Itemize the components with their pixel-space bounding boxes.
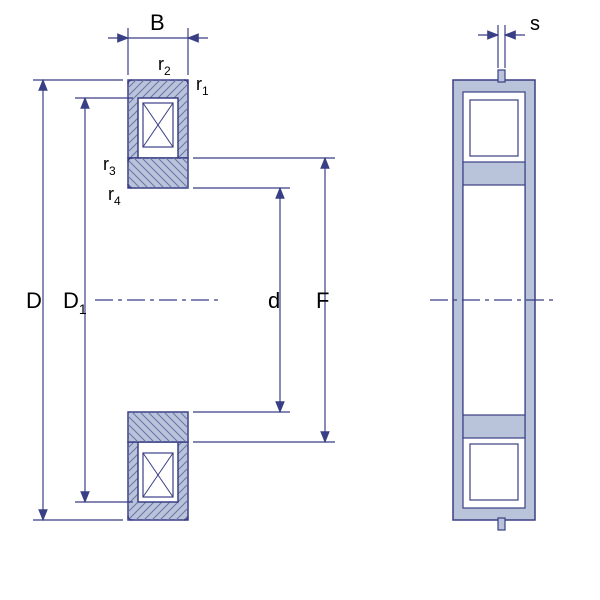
label-d: d [268, 288, 280, 313]
right-side-view [430, 70, 558, 530]
dimensions [33, 25, 525, 520]
left-cross-section [95, 80, 220, 520]
label-F: F [316, 288, 329, 313]
label-s: s [530, 13, 540, 35]
label-r2: r2 [158, 54, 171, 78]
snap-ring-top [498, 70, 505, 82]
label-r1: r1 [196, 74, 209, 98]
label-r4: r4 [108, 184, 121, 208]
label-D: D [26, 288, 42, 313]
label-D1: D1 [63, 288, 87, 317]
label-r3: r3 [103, 154, 116, 178]
snap-ring-bottom [498, 518, 505, 530]
label-B: B [150, 10, 165, 35]
bearing-cross-section-diagram: B D D1 d F s r2 r1 r3 r4 [0, 0, 600, 600]
